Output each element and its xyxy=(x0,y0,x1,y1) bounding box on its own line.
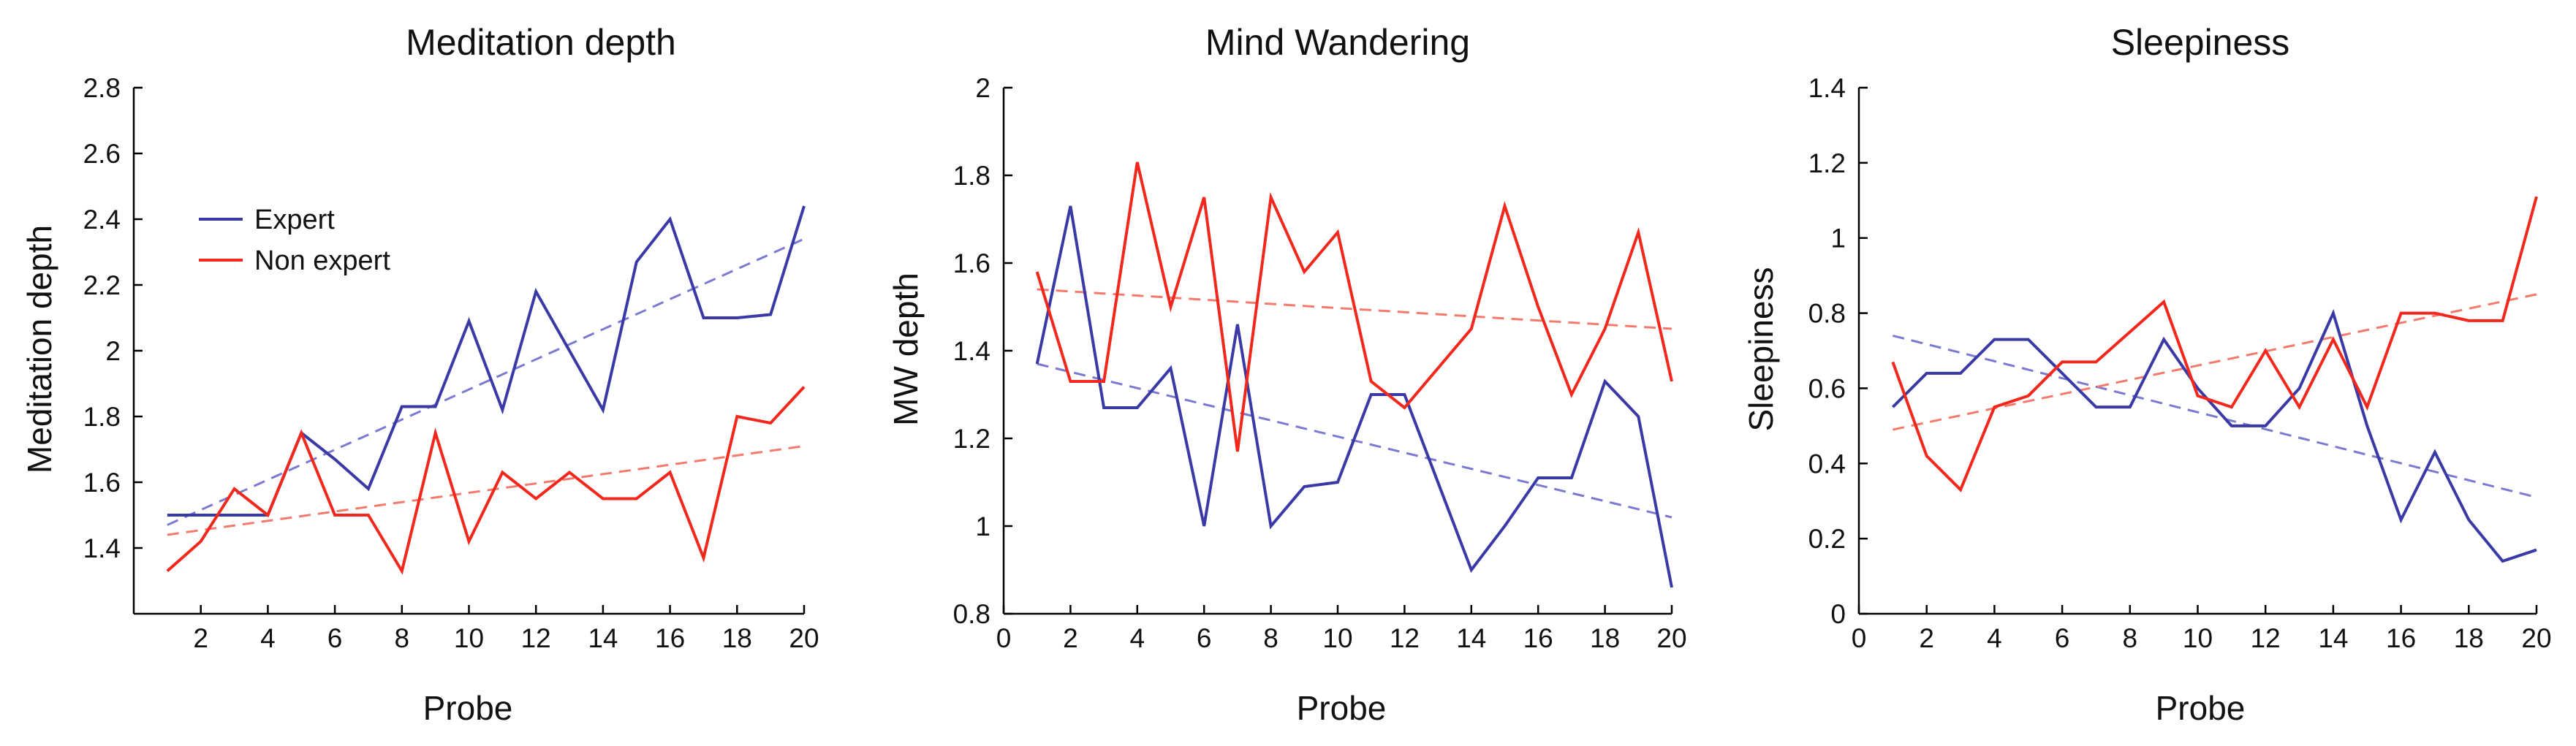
nonexpert-series-line xyxy=(1035,161,1673,452)
expert-series-line xyxy=(1035,205,1673,588)
x-tick-label: 10 xyxy=(2183,623,2213,653)
x-tick-label: 16 xyxy=(655,623,685,653)
nonexpert-trend-line xyxy=(1037,288,1672,330)
x-tick-label: 6 xyxy=(327,623,343,653)
x-tick-label: 16 xyxy=(1523,623,1553,653)
y-tick-label: 2.8 xyxy=(83,73,121,103)
nonexpert-trend-line xyxy=(167,445,805,536)
x-tick-label: 12 xyxy=(521,623,551,653)
y-tick-label: 0.8 xyxy=(953,599,990,629)
x-tick-label: 0 xyxy=(1852,623,1867,653)
panel-mind-wandering: Mind Wandering MW depth Probe 0 2 4 6 8 10 12 1… xyxy=(887,22,1687,727)
nonexpert-trend-line xyxy=(1893,293,2537,431)
y-tick-label: 1.6 xyxy=(953,248,990,278)
y-tick-label: 2.6 xyxy=(83,139,121,169)
y-tick-label: 1 xyxy=(975,511,990,541)
y-tick-label: 1.8 xyxy=(83,402,121,432)
y-tick-label: 1.6 xyxy=(83,468,121,498)
x-tick-label: 6 xyxy=(2055,623,2070,653)
x-tick-label: 18 xyxy=(1590,623,1620,653)
x-tick-label: 4 xyxy=(260,623,276,653)
y-axis-label: MW depth xyxy=(887,273,925,426)
x-tick-label: 20 xyxy=(1656,623,1686,653)
x-tick-label: 10 xyxy=(454,623,484,653)
x-tick-label: 4 xyxy=(1130,623,1145,653)
chart-title: Mind Wandering xyxy=(1205,22,1470,63)
expert-trend-line xyxy=(167,237,805,526)
legend-label-nonexpert: Non expert xyxy=(254,246,390,276)
y-tick-label: 1.4 xyxy=(953,336,990,366)
y-tick-label: 1 xyxy=(1830,224,1846,254)
y-tick-label: 1.8 xyxy=(953,161,990,191)
chart-title: Meditation depth xyxy=(406,22,676,63)
y-tick-label: 2 xyxy=(975,73,990,103)
y-axis-label: Meditation depth xyxy=(20,225,58,473)
x-tick-label: 18 xyxy=(722,623,752,653)
x-tick-label: 2 xyxy=(1063,623,1078,653)
y-tick-label: 1.4 xyxy=(83,533,121,563)
x-tick-label: 12 xyxy=(2251,623,2281,653)
x-tick-label: 20 xyxy=(789,623,819,653)
x-tick-label: 2 xyxy=(1919,623,1934,653)
x-tick-label: 10 xyxy=(1322,623,1352,653)
x-tick-label: 12 xyxy=(1390,623,1420,653)
x-tick-label: 8 xyxy=(2123,623,2138,653)
x-tick-label: 14 xyxy=(1456,623,1486,653)
y-tick-label: 2.4 xyxy=(83,205,121,235)
x-tick-label: 14 xyxy=(588,623,618,653)
nonexpert-series-line xyxy=(166,386,806,575)
y-tick-label: 0.2 xyxy=(1808,524,1846,554)
x-axis-label: Probe xyxy=(1297,689,1387,727)
y-tick-label: 0.8 xyxy=(1808,299,1846,329)
panel-sleepiness: Sleepiness Sleepiness Probe 0 2 4 6 8 10 12 14 1… xyxy=(1742,22,2552,727)
x-tick-label: 8 xyxy=(1263,623,1278,653)
x-tick-label: 16 xyxy=(2386,623,2416,653)
y-tick-label: 1.2 xyxy=(1808,148,1846,178)
y-tick-label: 1.2 xyxy=(953,424,990,454)
y-tick-label: 0.6 xyxy=(1808,373,1846,403)
x-tick-label: 20 xyxy=(2521,623,2551,653)
legend: Expert Non expert xyxy=(199,205,390,276)
y-axis-label: Sleepiness xyxy=(1742,267,1780,431)
x-tick-label: 6 xyxy=(1197,623,1212,653)
y-tick-label: 1.4 xyxy=(1808,73,1846,103)
x-tick-label: 18 xyxy=(2454,623,2484,653)
legend-label-expert: Expert xyxy=(254,205,335,235)
expert-trend-line xyxy=(1892,334,2537,499)
y-tick-label: 2.2 xyxy=(83,270,121,300)
x-tick-label: 0 xyxy=(996,623,1012,653)
y-tick-label: 0 xyxy=(1830,599,1846,629)
panel-meditation-depth: Meditation depth Meditation depth Probe … xyxy=(20,22,819,727)
x-tick-label: 2 xyxy=(193,623,208,653)
nonexpert-series-line xyxy=(1891,196,2538,492)
y-tick-label: 0.4 xyxy=(1808,449,1846,479)
x-axis-label: Probe xyxy=(423,689,513,727)
expert-series-line xyxy=(1891,308,2537,563)
chart-title: Sleepiness xyxy=(2111,22,2290,63)
x-tick-label: 4 xyxy=(1987,623,2002,653)
x-tick-label: 8 xyxy=(395,623,410,653)
y-tick-label: 2 xyxy=(105,336,121,366)
x-tick-label: 14 xyxy=(2318,623,2348,653)
x-axis-label: Probe xyxy=(2156,689,2246,727)
